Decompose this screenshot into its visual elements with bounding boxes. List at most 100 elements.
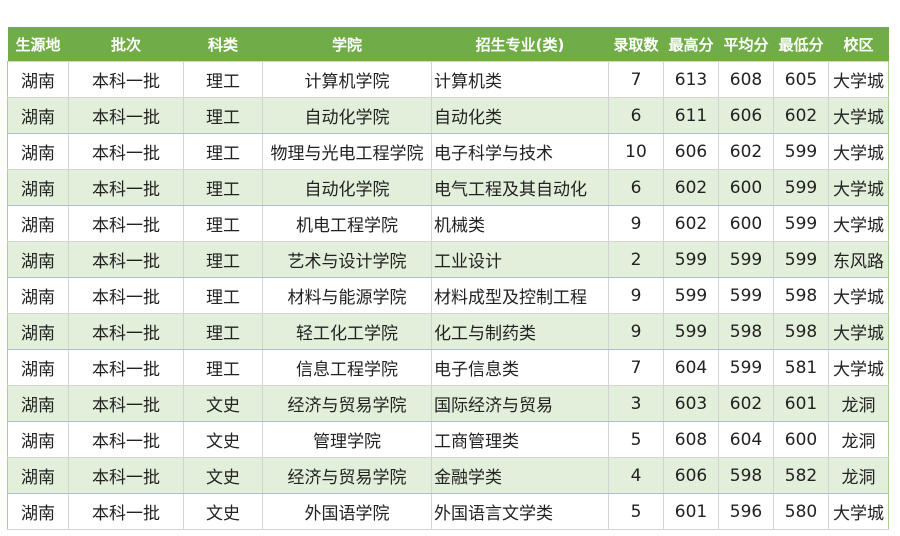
table-cell: 6 xyxy=(608,97,664,134)
table-cell: 599 xyxy=(718,349,774,386)
table-cell: 582 xyxy=(773,457,829,494)
table-cell: 600 xyxy=(718,169,774,206)
table-cell: 外国语学院 xyxy=(262,493,432,530)
column-header: 校区 xyxy=(828,27,889,62)
table-row: 湖南 本科一批 理工 机电工程学院 机械类 9 602 600 599 大学城 xyxy=(7,205,889,242)
table-cell: 湖南 xyxy=(7,61,69,98)
table-cell: 本科一批 xyxy=(68,313,184,350)
table-cell: 602 xyxy=(773,97,829,134)
table-cell: 大学城 xyxy=(828,349,889,386)
table-cell: 经济与贸易学院 xyxy=(262,457,432,494)
table-cell: 本科一批 xyxy=(68,457,184,494)
table-cell: 580 xyxy=(773,493,829,530)
table-cell: 本科一批 xyxy=(68,133,184,170)
table-cell: 本科一批 xyxy=(68,241,184,278)
table-cell: 5 xyxy=(608,421,664,458)
table-cell: 湖南 xyxy=(7,133,69,170)
table-cell: 文史 xyxy=(183,385,263,422)
table-cell: 物理与光电工程学院 xyxy=(262,133,432,170)
table-cell: 湖南 xyxy=(7,97,69,134)
table-cell: 机械类 xyxy=(431,205,609,242)
table-cell: 9 xyxy=(608,313,664,350)
table-cell: 10 xyxy=(608,133,664,170)
table-cell: 理工 xyxy=(183,97,263,134)
table-cell: 603 xyxy=(663,385,719,422)
table-cell: 602 xyxy=(718,133,774,170)
table-cell: 文史 xyxy=(183,493,263,530)
table-row: 湖南 本科一批 文史 管理学院 工商管理类 5 608 604 600 龙洞 xyxy=(7,421,889,458)
table-cell: 电子科学与技术 xyxy=(431,133,609,170)
table-cell: 轻工化工学院 xyxy=(262,313,432,350)
column-header: 平均分 xyxy=(718,27,774,62)
table-cell: 602 xyxy=(663,169,719,206)
table-cell: 599 xyxy=(773,241,829,278)
table-cell: 计算机学院 xyxy=(262,61,432,98)
table-cell: 602 xyxy=(718,385,774,422)
table-cell: 湖南 xyxy=(7,277,69,314)
table-cell: 理工 xyxy=(183,205,263,242)
column-header: 招生专业(类) xyxy=(431,27,609,62)
admission-scores-table: 生源地 批次 科类 学院 招生专业(类) 录取数 最高分 平均分 最低分 校区 湖南 本科一批 理工计… xyxy=(7,27,889,530)
table-cell: 本科一批 xyxy=(68,97,184,134)
table-cell: 608 xyxy=(718,61,774,98)
table-cell: 自动化学院 xyxy=(262,169,432,206)
table-cell: 大学城 xyxy=(828,97,889,134)
table-cell: 599 xyxy=(718,241,774,278)
table-cell: 7 xyxy=(608,349,664,386)
table-cell: 湖南 xyxy=(7,457,69,494)
table-cell: 608 xyxy=(663,421,719,458)
table-cell: 606 xyxy=(663,457,719,494)
table-cell: 613 xyxy=(663,61,719,98)
table-cell: 大学城 xyxy=(828,493,889,530)
table-cell: 601 xyxy=(773,385,829,422)
table-cell: 606 xyxy=(663,133,719,170)
column-header: 最高分 xyxy=(663,27,719,62)
table-cell: 理工 xyxy=(183,349,263,386)
table-cell: 本科一批 xyxy=(68,421,184,458)
table-row: 湖南 本科一批 理工 自动化学院 电气工程及其自动化 6 602 600 599 大学城 xyxy=(7,169,889,206)
table-cell: 自动化类 xyxy=(431,97,609,134)
table-row: 湖南 本科一批 文史 外国语学院 外国语言文学类 5 601 596 580 大学城 xyxy=(7,493,889,530)
table-cell: 大学城 xyxy=(828,277,889,314)
table-cell: 600 xyxy=(773,421,829,458)
table-cell: 龙洞 xyxy=(828,385,889,422)
table-cell: 9 xyxy=(608,205,664,242)
table-cell: 600 xyxy=(718,205,774,242)
table-cell: 外国语言文学类 xyxy=(431,493,609,530)
table-cell: 材料成型及控制工程 xyxy=(431,277,609,314)
table-row: 湖南 本科一批 理工 轻工化工学院 化工与制药类 9 599 598 598 大学城 xyxy=(7,313,889,350)
table-cell: 理工 xyxy=(183,133,263,170)
table-cell: 599 xyxy=(773,169,829,206)
column-header: 最低分 xyxy=(773,27,829,62)
table-cell: 湖南 xyxy=(7,385,69,422)
table-cell: 湖南 xyxy=(7,205,69,242)
table-cell: 理工 xyxy=(183,169,263,206)
column-header: 录取数 xyxy=(608,27,664,62)
table-cell: 艺术与设计学院 xyxy=(262,241,432,278)
table-cell: 电气工程及其自动化 xyxy=(431,169,609,206)
table-cell: 4 xyxy=(608,457,664,494)
column-header: 生源地 xyxy=(7,27,69,62)
table-cell: 9 xyxy=(608,277,664,314)
table-cell: 6 xyxy=(608,169,664,206)
table-cell: 湖南 xyxy=(7,169,69,206)
table-cell: 2 xyxy=(608,241,664,278)
table-cell: 599 xyxy=(773,133,829,170)
table-cell: 计算机类 xyxy=(431,61,609,98)
table-cell: 龙洞 xyxy=(828,457,889,494)
table-row: 湖南 本科一批 理工 计算机学院 计算机类 7 613 608 605 大学城 xyxy=(7,61,889,98)
table-cell: 大学城 xyxy=(828,169,889,206)
table-cell: 本科一批 xyxy=(68,169,184,206)
table-cell: 湖南 xyxy=(7,493,69,530)
table-cell: 理工 xyxy=(183,61,263,98)
table-cell: 599 xyxy=(718,277,774,314)
table-cell: 湖南 xyxy=(7,421,69,458)
table-cell: 化工与制药类 xyxy=(431,313,609,350)
column-header: 批次 xyxy=(68,27,184,62)
table-cell: 599 xyxy=(773,205,829,242)
table-cell: 581 xyxy=(773,349,829,386)
table-cell: 大学城 xyxy=(828,313,889,350)
table-cell: 598 xyxy=(718,313,774,350)
table-row: 湖南 本科一批 文史 经济与贸易学院 金融学类 4 606 598 582 龙洞 xyxy=(7,457,889,494)
table-cell: 金融学类 xyxy=(431,457,609,494)
